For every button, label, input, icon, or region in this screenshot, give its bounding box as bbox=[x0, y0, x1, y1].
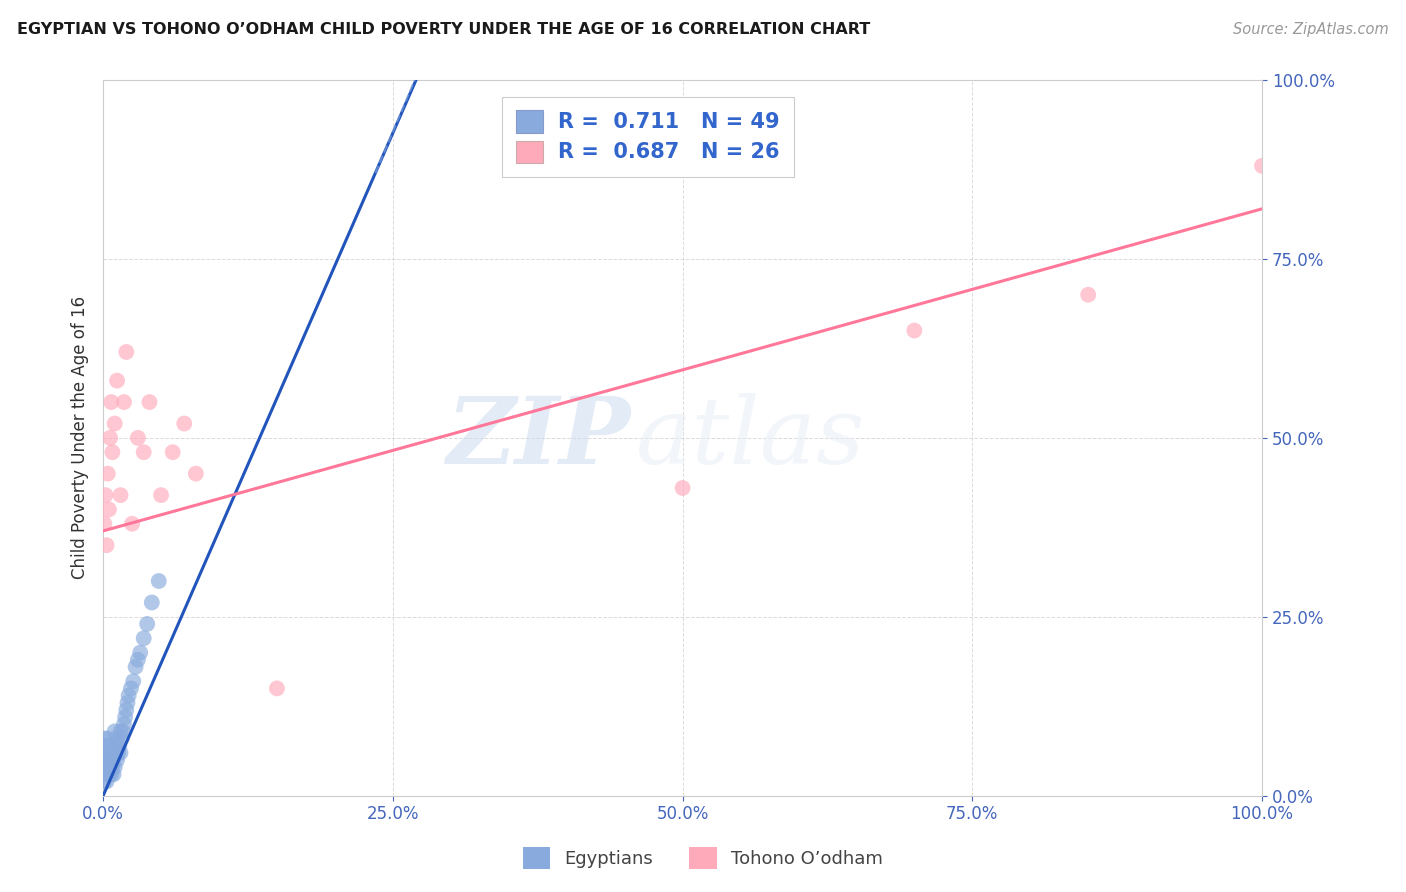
Legend: R =  0.711   N = 49, R =  0.687   N = 26: R = 0.711 N = 49, R = 0.687 N = 26 bbox=[502, 97, 793, 177]
Point bbox=[98, 746, 121, 760]
Point bbox=[132, 445, 155, 459]
Point bbox=[150, 488, 173, 502]
Point bbox=[103, 767, 125, 781]
Point bbox=[97, 767, 120, 781]
Point bbox=[101, 746, 124, 760]
Point bbox=[97, 753, 120, 767]
Point bbox=[96, 774, 118, 789]
Point bbox=[94, 767, 117, 781]
Point bbox=[93, 746, 115, 760]
Point bbox=[266, 681, 288, 696]
Point bbox=[104, 417, 127, 431]
Point bbox=[100, 753, 122, 767]
Point bbox=[127, 653, 149, 667]
Point bbox=[98, 431, 121, 445]
Point bbox=[104, 739, 127, 753]
Point bbox=[97, 767, 120, 781]
Point bbox=[111, 731, 134, 746]
Point bbox=[117, 696, 139, 710]
Point bbox=[121, 516, 143, 531]
Point bbox=[141, 595, 163, 609]
Point bbox=[112, 717, 135, 731]
Text: ZIP: ZIP bbox=[446, 392, 630, 483]
Point bbox=[97, 502, 120, 516]
Point bbox=[122, 674, 145, 689]
Point bbox=[105, 753, 128, 767]
Point bbox=[115, 703, 138, 717]
Text: EGYPTIAN VS TOHONO O’ODHAM CHILD POVERTY UNDER THE AGE OF 16 CORRELATION CHART: EGYPTIAN VS TOHONO O’ODHAM CHILD POVERTY… bbox=[17, 22, 870, 37]
Point bbox=[671, 481, 693, 495]
Point bbox=[93, 760, 115, 774]
Y-axis label: Child Poverty Under the Age of 16: Child Poverty Under the Age of 16 bbox=[72, 296, 89, 580]
Point bbox=[129, 646, 152, 660]
Text: Source: ZipAtlas.com: Source: ZipAtlas.com bbox=[1233, 22, 1389, 37]
Point bbox=[96, 739, 118, 753]
Point bbox=[94, 488, 117, 502]
Point bbox=[96, 760, 118, 774]
Point bbox=[101, 445, 124, 459]
Point bbox=[100, 767, 122, 781]
Legend: Egyptians, Tohono O’odham: Egyptians, Tohono O’odham bbox=[516, 839, 890, 876]
Point bbox=[132, 632, 155, 646]
Point bbox=[120, 681, 142, 696]
Point bbox=[903, 324, 925, 338]
Point bbox=[97, 739, 120, 753]
Point bbox=[98, 760, 121, 774]
Point bbox=[100, 395, 122, 409]
Point bbox=[110, 724, 132, 739]
Point bbox=[105, 374, 128, 388]
Point bbox=[138, 395, 160, 409]
Point bbox=[127, 431, 149, 445]
Point bbox=[114, 710, 136, 724]
Text: atlas: atlas bbox=[637, 392, 866, 483]
Point bbox=[103, 753, 125, 767]
Point bbox=[108, 739, 131, 753]
Point bbox=[101, 760, 124, 774]
Point bbox=[136, 617, 159, 632]
Point bbox=[104, 746, 127, 760]
Point bbox=[124, 660, 146, 674]
Point bbox=[97, 467, 120, 481]
Point bbox=[115, 345, 138, 359]
Point bbox=[105, 731, 128, 746]
Point bbox=[148, 574, 170, 588]
Point bbox=[96, 538, 118, 552]
Point bbox=[104, 760, 127, 774]
Point bbox=[112, 395, 135, 409]
Point bbox=[110, 746, 132, 760]
Point bbox=[93, 774, 115, 789]
Point bbox=[94, 753, 117, 767]
Point bbox=[117, 689, 139, 703]
Point bbox=[1251, 159, 1274, 173]
Point bbox=[93, 731, 115, 746]
Point bbox=[97, 753, 120, 767]
Point bbox=[162, 445, 184, 459]
Point bbox=[111, 724, 134, 739]
Point bbox=[184, 467, 207, 481]
Point bbox=[110, 488, 132, 502]
Point bbox=[173, 417, 195, 431]
Point bbox=[1077, 287, 1099, 301]
Point bbox=[97, 731, 120, 746]
Point bbox=[107, 746, 129, 760]
Point bbox=[93, 516, 115, 531]
Point bbox=[104, 724, 127, 739]
